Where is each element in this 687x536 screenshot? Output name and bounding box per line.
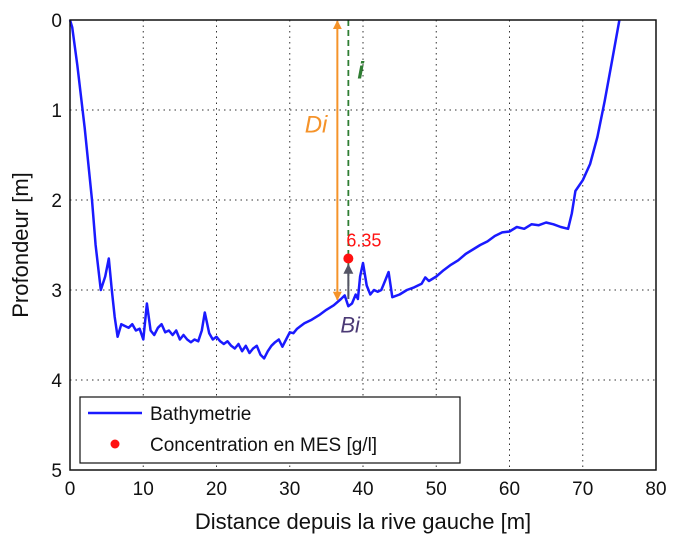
legend-box — [79, 396, 461, 464]
x-tick-label: 0 — [65, 479, 76, 500]
grid — [70, 20, 656, 470]
legend-entry-concentration: Concentration en MES [g/l] — [150, 435, 377, 456]
concentration-series: 6.35 — [343, 231, 381, 264]
y-tick-labels: 0 1 2 3 4 5 — [51, 11, 62, 482]
x-axis-label: Distance depuis la rive gauche [m] — [195, 509, 531, 534]
y-tick-label: 1 — [51, 101, 62, 122]
legend-entry-bathymetrie: Bathymetrie — [150, 404, 251, 425]
legend-dot-swatch — [110, 439, 120, 449]
x-tick-label: 20 — [206, 479, 227, 500]
x-tick-label: 50 — [426, 479, 447, 500]
y-tick-label: 4 — [51, 371, 62, 392]
x-tick-label: 30 — [279, 479, 300, 500]
concentration-point — [343, 253, 354, 264]
annotations: i Di Bi — [305, 20, 365, 337]
y-tick-label: 5 — [51, 461, 62, 482]
x-tick-label: 80 — [645, 479, 666, 500]
plot-frame — [69, 19, 657, 471]
x-tick-label: 60 — [499, 479, 520, 500]
y-axis-label: Profondeur [m] — [8, 172, 33, 318]
x-tick-label: 10 — [133, 479, 154, 500]
legend: Bathymetrie Concentration en MES [g/l] — [79, 396, 461, 464]
depth-label: Di — [305, 112, 328, 139]
index-label: i — [357, 58, 365, 85]
bottom-distance-label: Bi — [340, 312, 361, 337]
x-tick-labels: 0 10 20 30 40 50 60 70 80 — [65, 479, 667, 500]
y-tick-label: 3 — [51, 281, 62, 302]
y-tick-label: 0 — [51, 11, 62, 32]
y-tick-label: 2 — [51, 191, 62, 212]
concentration-value-label: 6.35 — [346, 231, 381, 251]
bathymetry-line — [68, 19, 621, 360]
x-tick-label: 70 — [572, 479, 593, 500]
bathymetry-series — [68, 19, 621, 360]
x-tick-label: 40 — [352, 479, 373, 500]
